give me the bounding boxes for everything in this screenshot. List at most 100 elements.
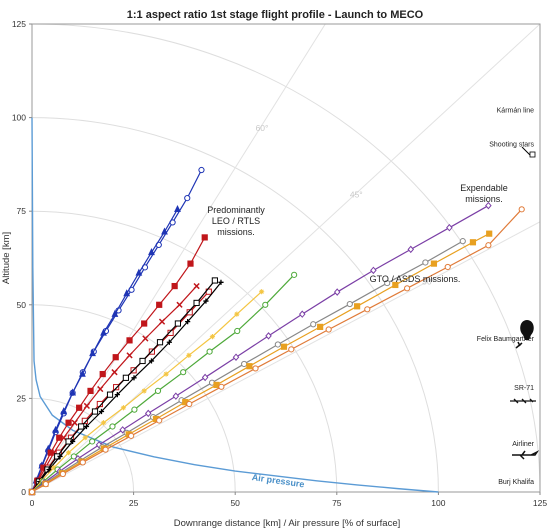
data-point [42,481,49,488]
series-line [31,237,206,493]
data-point [176,301,183,308]
data-point [354,303,361,310]
data-point [232,353,240,361]
series-0 [28,166,205,496]
data-point [57,453,63,460]
data-point [65,450,72,456]
x-tick-label: 75 [332,498,342,508]
data-point [139,357,146,365]
data-point [259,289,265,295]
annotation-text: missions. [217,227,255,237]
y-tick-label: 100 [12,113,26,123]
x-tick-label: 125 [533,498,547,508]
data-point [70,453,77,460]
data-point [100,420,107,426]
data-point [82,435,88,441]
shooting-star-icon [529,151,536,158]
data-point [193,299,200,307]
data-point [384,279,391,287]
data-point [310,321,317,328]
data-point [209,334,216,340]
data-point [203,298,209,304]
data-point [56,434,63,441]
data-point [174,204,181,213]
reference-label: Burj Khalifa [498,479,534,486]
data-point [156,417,163,424]
data-point [187,260,194,267]
data-point [241,360,248,368]
series-group [28,166,525,496]
reference-label: Shooting stars [489,141,534,148]
data-point [119,426,126,434]
data-point [211,277,218,284]
annotation-text: Predominantly [207,205,265,215]
angle-ray [32,24,326,492]
data-point [131,375,137,381]
data-point [142,335,149,342]
series-5 [28,277,218,496]
data-point [218,383,225,390]
series-line [31,209,179,493]
data-point [167,329,174,336]
data-point [161,227,168,235]
data-point [325,326,332,333]
data-point [111,309,119,317]
data-point [83,423,90,430]
data-point [234,327,241,335]
data-point [52,425,59,433]
data-point [333,288,341,296]
data-point [407,245,415,254]
x-tick-label: 0 [30,498,35,508]
data-point [172,392,180,400]
data-point [106,391,114,398]
data-point [148,358,155,364]
annotation-text: GTO / ASDS missions. [370,274,461,284]
data-point [280,343,288,350]
data-point [122,374,129,381]
data-point [193,282,200,290]
data-point [144,409,152,418]
data-point [201,373,209,382]
series-8 [28,271,298,496]
data-point [186,352,192,358]
data-point [71,419,78,426]
data-point [298,310,306,318]
air-pressure-line [31,117,439,493]
data-point [166,339,172,345]
data-point [201,234,208,241]
data-point [113,384,120,391]
y-tick-label: 75 [17,206,27,216]
data-point [206,348,213,355]
series-line [31,240,464,493]
data-point [131,406,138,413]
data-point [154,387,162,395]
data-point [126,352,133,359]
x-tick-label: 25 [129,498,139,508]
reference-label: Felix Baumgartner [477,336,535,343]
y-tick-label: 0 [21,487,26,497]
x-tick-label: 50 [230,498,240,508]
data-point [518,206,525,213]
reference-label: Airliner [512,441,534,448]
data-point [126,337,133,344]
sr71-icon [510,398,536,404]
data-point [141,388,147,394]
data-point [404,285,411,292]
series-line [31,280,216,493]
data-point [87,387,94,395]
data-point [135,268,143,276]
data-point [111,369,118,376]
data-point [128,432,135,439]
annotation-text: missions. [465,194,503,204]
data-point [291,271,298,278]
data-point [246,363,253,370]
x-axis-label: Downrange distance [km] / Air pressure [… [174,518,401,529]
data-point [370,266,377,275]
data-point [274,341,281,348]
data-point [109,423,116,430]
x-tick-label: 100 [431,498,445,508]
angle-label: 30° [422,276,435,286]
data-point [99,370,106,378]
angle-label: 45° [350,189,363,199]
data-point [446,223,453,232]
